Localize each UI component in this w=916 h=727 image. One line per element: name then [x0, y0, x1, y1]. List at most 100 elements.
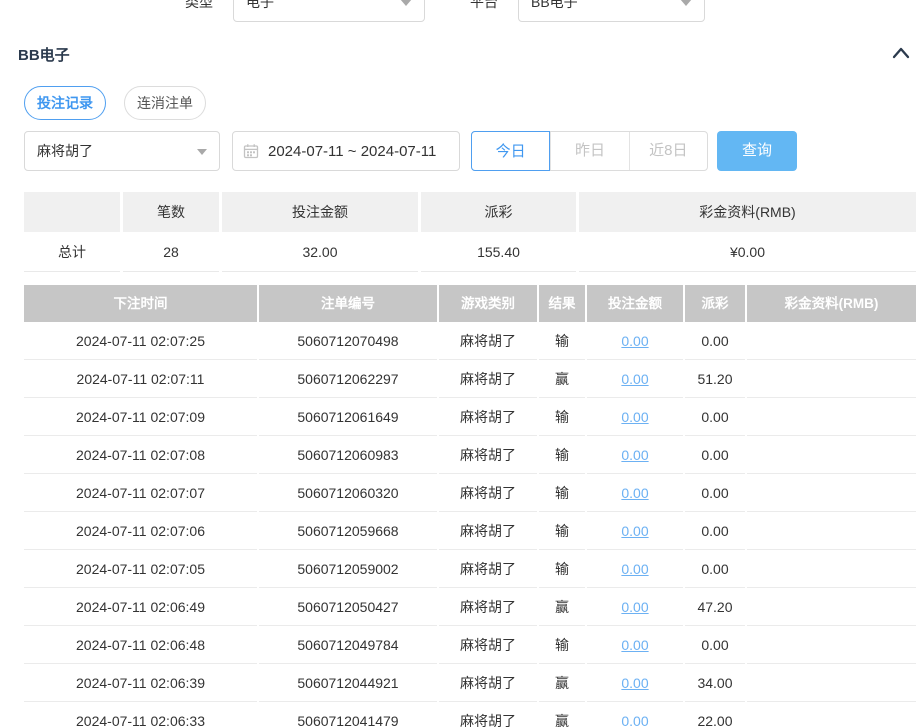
cell-bonus: [747, 322, 916, 360]
cell-payout: 22.00: [685, 702, 745, 727]
cell-bet-time: 2024-07-11 02:07:05: [24, 550, 257, 588]
bet-amount-link[interactable]: 0.00: [621, 713, 649, 727]
cell-payout: 34.00: [685, 664, 745, 702]
cell-result: 赢: [539, 702, 585, 727]
cell-bet-time: 2024-07-11 02:07:11: [24, 360, 257, 398]
bet-amount-link[interactable]: 0.00: [621, 485, 649, 501]
cell-game: 麻将胡了: [439, 702, 537, 727]
cell-payout: 0.00: [685, 550, 745, 588]
cell-order-no: 5060712059668: [259, 512, 437, 550]
quick-date-button-group: 今日 昨日 近8日: [471, 131, 708, 171]
section-title: BB电子: [18, 47, 70, 64]
cell-bet-time: 2024-07-11 02:06:49: [24, 588, 257, 626]
bet-amount-link[interactable]: 0.00: [621, 333, 649, 349]
tab-cancelled-orders[interactable]: 连消注单: [124, 86, 206, 120]
platform-select-value: BB电子: [531, 0, 578, 10]
cell-payout: 47.20: [685, 588, 745, 626]
game-select[interactable]: 麻将胡了: [24, 131, 220, 171]
table-row: 2024-07-11 02:07:25 5060712070498 麻将胡了 输…: [24, 322, 916, 360]
cell-game: 麻将胡了: [439, 360, 537, 398]
chevron-up-icon: [892, 47, 910, 59]
cell-game: 麻将胡了: [439, 550, 537, 588]
cell-result: 赢: [539, 664, 585, 702]
tab-betting-records[interactable]: 投注记录: [24, 86, 106, 120]
bet-amount-link[interactable]: 0.00: [621, 675, 649, 691]
table-row: 2024-07-11 02:07:05 5060712059002 麻将胡了 输…: [24, 550, 916, 588]
cell-bonus: [747, 626, 916, 664]
cell-order-no: 5060712061649: [259, 398, 437, 436]
cell-order-no: 5060712059002: [259, 550, 437, 588]
summary-total-bonus: ¥0.00: [579, 232, 916, 272]
cell-result: 输: [539, 436, 585, 474]
summary-total-payout: 155.40: [421, 232, 576, 272]
bet-amount-link[interactable]: 0.00: [621, 599, 649, 615]
cell-order-no: 5060712050427: [259, 588, 437, 626]
platform-select[interactable]: BB电子: [518, 0, 705, 22]
cell-order-no: 5060712041479: [259, 702, 437, 727]
quick-button-yesterday[interactable]: 昨日: [550, 132, 628, 170]
summary-header-row: 笔数 投注金额 派彩 彩金资料(RMB): [24, 192, 916, 232]
quick-button-today[interactable]: 今日: [471, 131, 551, 171]
cell-bet-time: 2024-07-11 02:07:25: [24, 322, 257, 360]
cell-game: 麻将胡了: [439, 474, 537, 512]
cell-order-no: 5060712060983: [259, 436, 437, 474]
records-header-time: 下注时间: [24, 285, 257, 322]
cell-bet-time: 2024-07-11 02:07:08: [24, 436, 257, 474]
cell-bet-time: 2024-07-11 02:07:07: [24, 474, 257, 512]
bet-amount-link[interactable]: 0.00: [621, 523, 649, 539]
record-type-tabs: 投注记录 连消注单: [24, 86, 206, 120]
cell-game: 麻将胡了: [439, 512, 537, 550]
cell-bonus: [747, 360, 916, 398]
chevron-down-icon: [400, 0, 412, 6]
cell-bonus: [747, 588, 916, 626]
cell-bonus: [747, 550, 916, 588]
table-row: 2024-07-11 02:06:49 5060712050427 麻将胡了 赢…: [24, 588, 916, 626]
records-table: 下注时间 注单编号 游戏类别 结果 投注金额 派彩 彩金资料(RMB) 2024…: [24, 285, 916, 727]
quick-button-last8days[interactable]: 近8日: [628, 132, 707, 170]
table-row: 2024-07-11 02:07:09 5060712061649 麻将胡了 输…: [24, 398, 916, 436]
cell-bet-time: 2024-07-11 02:06:33: [24, 702, 257, 727]
table-row: 2024-07-11 02:07:07 5060712060320 麻将胡了 输…: [24, 474, 916, 512]
bet-amount-link[interactable]: 0.00: [621, 447, 649, 463]
cell-game: 麻将胡了: [439, 398, 537, 436]
cell-payout: 0.00: [685, 512, 745, 550]
type-select-value: 电子: [246, 0, 274, 10]
cell-bet-time: 2024-07-11 02:07:06: [24, 512, 257, 550]
records-header-game: 游戏类别: [439, 285, 537, 322]
date-range-picker[interactable]: 2024-07-11 ~ 2024-07-11: [232, 131, 460, 171]
cell-order-no: 5060712049784: [259, 626, 437, 664]
records-body: 2024-07-11 02:07:25 5060712070498 麻将胡了 输…: [24, 322, 916, 727]
type-select[interactable]: 电子: [233, 0, 425, 22]
cell-order-no: 5060712044921: [259, 664, 437, 702]
cell-game: 麻将胡了: [439, 322, 537, 360]
cell-result: 赢: [539, 360, 585, 398]
cell-result: 输: [539, 398, 585, 436]
cell-bonus: [747, 664, 916, 702]
chevron-down-icon: [197, 149, 207, 155]
summary-total-label: 总计: [24, 232, 120, 272]
records-header-bet: 投注金额: [587, 285, 683, 322]
bet-amount-link[interactable]: 0.00: [621, 371, 649, 387]
platform-label: 平台: [470, 0, 498, 10]
top-filter-row: 类型 电子 平台 BB电子: [0, 0, 916, 22]
cell-result: 赢: [539, 588, 585, 626]
bet-amount-link[interactable]: 0.00: [621, 637, 649, 653]
search-button[interactable]: 查询: [717, 131, 797, 171]
records-header-order-no: 注单编号: [259, 285, 437, 322]
summary-total-bet-amount: 32.00: [222, 232, 418, 272]
game-select-value: 麻将胡了: [37, 143, 93, 159]
cell-game: 麻将胡了: [439, 664, 537, 702]
collapse-section-button[interactable]: [891, 44, 911, 62]
bet-amount-link[interactable]: 0.00: [621, 561, 649, 577]
bet-amount-link[interactable]: 0.00: [621, 409, 649, 425]
cell-payout: 0.00: [685, 626, 745, 664]
cell-payout: 0.00: [685, 322, 745, 360]
cell-bonus: [747, 512, 916, 550]
summary-header-count: 笔数: [123, 192, 219, 232]
summary-header-bonus: 彩金资料(RMB): [579, 192, 916, 232]
chevron-down-icon: [680, 0, 692, 6]
cell-result: 输: [539, 474, 585, 512]
cell-payout: 0.00: [685, 398, 745, 436]
records-header-result: 结果: [539, 285, 585, 322]
table-row: 2024-07-11 02:07:06 5060712059668 麻将胡了 输…: [24, 512, 916, 550]
